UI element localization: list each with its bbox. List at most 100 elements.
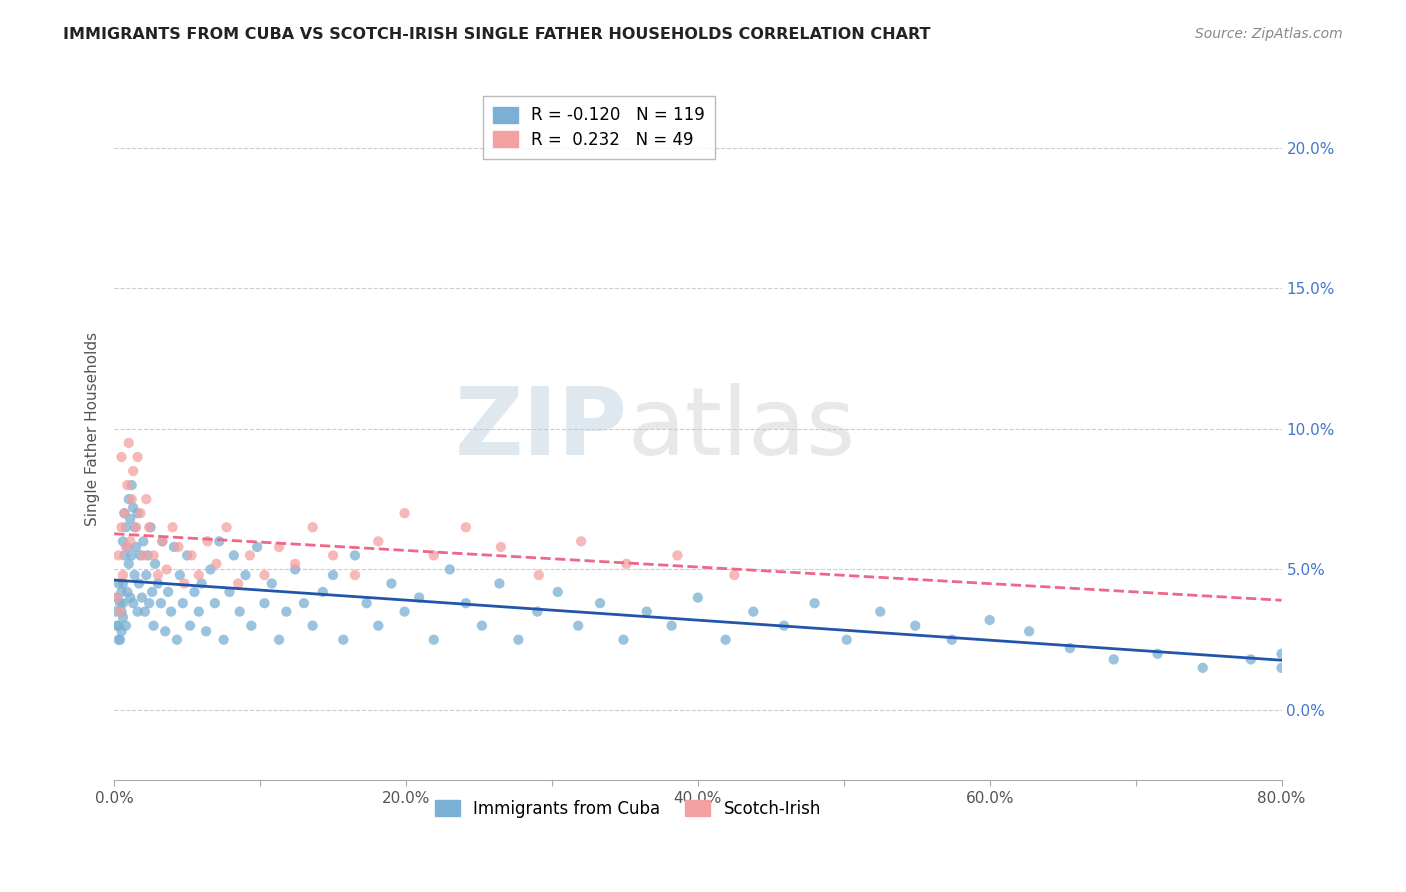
Point bbox=[422, 549, 444, 563]
Point bbox=[454, 596, 477, 610]
Point bbox=[111, 568, 134, 582]
Point bbox=[141, 585, 163, 599]
Point bbox=[107, 618, 129, 632]
Point bbox=[136, 549, 159, 563]
Point bbox=[111, 610, 134, 624]
Point bbox=[118, 492, 141, 507]
Point bbox=[112, 549, 135, 563]
Point bbox=[666, 549, 689, 563]
Point bbox=[134, 605, 156, 619]
Point bbox=[162, 520, 184, 534]
Point bbox=[253, 596, 276, 610]
Point bbox=[380, 576, 402, 591]
Point bbox=[142, 549, 165, 563]
Point bbox=[127, 450, 149, 464]
Point bbox=[322, 549, 344, 563]
Point bbox=[131, 591, 153, 605]
Point bbox=[167, 540, 190, 554]
Point bbox=[117, 585, 139, 599]
Point bbox=[108, 632, 131, 647]
Point bbox=[112, 506, 135, 520]
Legend: Immigrants from Cuba, Scotch-Irish: Immigrants from Cuba, Scotch-Irish bbox=[427, 793, 828, 825]
Point bbox=[312, 585, 335, 599]
Point bbox=[284, 557, 307, 571]
Point bbox=[218, 585, 240, 599]
Point bbox=[661, 618, 683, 632]
Point bbox=[149, 596, 172, 610]
Point bbox=[107, 632, 129, 647]
Point bbox=[128, 576, 150, 591]
Point bbox=[138, 520, 160, 534]
Point bbox=[1240, 652, 1263, 666]
Point bbox=[117, 540, 139, 554]
Point bbox=[408, 591, 430, 605]
Point bbox=[115, 520, 138, 534]
Point bbox=[301, 618, 323, 632]
Point bbox=[127, 605, 149, 619]
Point bbox=[239, 549, 262, 563]
Point bbox=[105, 591, 128, 605]
Point bbox=[108, 596, 131, 610]
Point bbox=[489, 540, 512, 554]
Point bbox=[367, 534, 389, 549]
Point bbox=[138, 596, 160, 610]
Point bbox=[190, 576, 212, 591]
Point bbox=[723, 568, 745, 582]
Point bbox=[146, 576, 169, 591]
Point bbox=[301, 520, 323, 534]
Point bbox=[686, 591, 709, 605]
Point bbox=[267, 540, 290, 554]
Point bbox=[1270, 647, 1292, 661]
Point bbox=[169, 568, 191, 582]
Point bbox=[143, 557, 166, 571]
Point bbox=[1018, 624, 1040, 639]
Point bbox=[157, 585, 180, 599]
Point bbox=[187, 605, 209, 619]
Point bbox=[267, 632, 290, 647]
Point bbox=[135, 568, 157, 582]
Point bbox=[120, 512, 142, 526]
Point bbox=[150, 534, 173, 549]
Point bbox=[142, 618, 165, 632]
Point bbox=[180, 549, 202, 563]
Point bbox=[439, 562, 461, 576]
Point bbox=[121, 492, 143, 507]
Point bbox=[160, 605, 183, 619]
Point bbox=[636, 605, 658, 619]
Point bbox=[187, 568, 209, 582]
Point bbox=[120, 591, 142, 605]
Point bbox=[166, 632, 188, 647]
Point bbox=[394, 506, 416, 520]
Point bbox=[110, 605, 132, 619]
Text: atlas: atlas bbox=[628, 383, 856, 475]
Point bbox=[1270, 661, 1292, 675]
Point bbox=[215, 520, 238, 534]
Point bbox=[1059, 641, 1081, 656]
Point bbox=[132, 534, 155, 549]
Point bbox=[110, 520, 132, 534]
Text: IMMIGRANTS FROM CUBA VS SCOTCH-IRISH SINGLE FATHER HOUSEHOLDS CORRELATION CHART: IMMIGRANTS FROM CUBA VS SCOTCH-IRISH SIN… bbox=[63, 27, 931, 42]
Point bbox=[107, 576, 129, 591]
Point bbox=[195, 624, 218, 639]
Point bbox=[156, 562, 179, 576]
Point bbox=[1146, 647, 1168, 661]
Point bbox=[589, 596, 612, 610]
Point bbox=[253, 568, 276, 582]
Point bbox=[122, 596, 145, 610]
Point bbox=[508, 632, 530, 647]
Point bbox=[454, 520, 477, 534]
Point bbox=[240, 618, 263, 632]
Point bbox=[471, 618, 494, 632]
Point bbox=[835, 632, 858, 647]
Point bbox=[124, 520, 146, 534]
Point bbox=[118, 557, 141, 571]
Point bbox=[179, 618, 201, 632]
Point bbox=[129, 549, 152, 563]
Point bbox=[197, 534, 219, 549]
Y-axis label: Single Father Households: Single Father Households bbox=[86, 332, 100, 526]
Point bbox=[904, 618, 927, 632]
Point bbox=[111, 576, 134, 591]
Point bbox=[343, 568, 366, 582]
Point bbox=[118, 436, 141, 450]
Point bbox=[567, 618, 589, 632]
